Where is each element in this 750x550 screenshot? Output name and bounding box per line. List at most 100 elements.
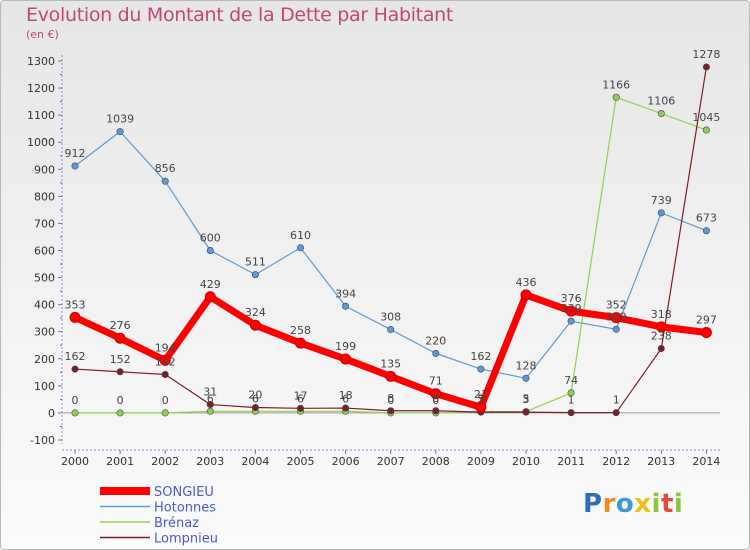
data-label: 436	[516, 276, 537, 289]
data-label: 394	[335, 287, 356, 300]
data-point	[565, 305, 577, 317]
data-point	[206, 247, 214, 255]
legend-label: Lompnieu	[154, 532, 218, 547]
data-label: 429	[200, 278, 221, 291]
data-label: 511	[245, 256, 266, 269]
x-tick-label: 2000	[61, 455, 89, 468]
data-label: 912	[65, 147, 86, 160]
data-label: 5	[477, 393, 484, 406]
data-point	[657, 209, 665, 217]
x-tick-label: 2011	[557, 455, 585, 468]
y-tick-label: 200	[34, 353, 55, 366]
x-tick-label: 2002	[151, 455, 179, 468]
data-label: 3	[523, 393, 530, 406]
data-point	[612, 93, 620, 101]
data-point	[116, 409, 124, 417]
data-label: 1166	[602, 78, 630, 91]
data-point	[116, 128, 124, 136]
logo-letter: r	[602, 489, 616, 519]
y-tick-label: 300	[34, 326, 55, 339]
data-label: 8	[387, 392, 394, 405]
y-tick-label: 600	[34, 245, 55, 258]
chart-subtitle: (en €)	[26, 28, 59, 41]
data-point	[342, 302, 350, 310]
data-label: 376	[561, 292, 582, 305]
data-point	[385, 370, 397, 382]
data-point	[520, 289, 532, 301]
x-tick-label: 2004	[241, 455, 269, 468]
data-label: 339	[561, 302, 582, 315]
data-point	[610, 312, 622, 324]
data-label: 162	[470, 350, 491, 363]
x-tick-label: 2007	[377, 455, 405, 468]
y-tick-label: 1300	[27, 55, 55, 68]
data-point	[296, 244, 304, 252]
y-tick-label: 500	[34, 272, 55, 285]
x-tick-label: 2008	[422, 455, 450, 468]
x-tick-label: 2003	[196, 455, 224, 468]
data-label: 31	[203, 386, 217, 399]
data-point	[251, 404, 259, 412]
data-point	[206, 401, 214, 409]
x-tick-label: 2013	[647, 455, 675, 468]
data-label: 162	[65, 350, 86, 363]
data-point	[477, 365, 485, 373]
data-label: 1278	[692, 48, 720, 61]
y-tick-label: 1000	[27, 136, 55, 149]
data-point	[430, 388, 442, 400]
data-label: 0	[387, 394, 394, 407]
data-label: 318	[651, 308, 672, 321]
data-label: 0	[72, 394, 79, 407]
data-point	[657, 110, 665, 118]
y-tick-label: 0	[48, 407, 55, 420]
y-tick-label: 700	[34, 217, 55, 230]
proxiti-logo: Proxiti	[583, 489, 683, 519]
data-label: 1039	[106, 113, 134, 126]
y-tick-label: 1200	[27, 82, 55, 95]
data-point	[340, 353, 352, 365]
data-point	[161, 409, 169, 417]
data-label: 1	[568, 394, 575, 407]
data-label: 8	[432, 392, 439, 405]
data-label: 1106	[647, 95, 675, 108]
data-label: 276	[110, 319, 131, 332]
data-point	[69, 311, 81, 323]
data-label: 1	[613, 394, 620, 407]
legend-label: Brénaz	[154, 516, 199, 531]
logo-letter: t	[660, 489, 674, 519]
data-point	[702, 63, 710, 71]
data-point	[116, 368, 124, 376]
data-label: 194	[155, 341, 176, 354]
data-point	[612, 409, 620, 417]
data-label: 673	[696, 212, 717, 225]
data-label: 353	[65, 298, 86, 311]
data-label: 20	[248, 389, 262, 402]
data-point	[342, 404, 350, 412]
data-point	[206, 407, 214, 415]
x-tick-label: 2010	[512, 455, 540, 468]
data-point	[475, 401, 487, 413]
data-point	[567, 317, 575, 325]
data-label: 220	[425, 334, 446, 347]
x-tick-label: 2001	[106, 455, 134, 468]
data-point	[159, 354, 171, 366]
data-label: 71	[429, 375, 443, 388]
data-label: 6	[342, 392, 349, 405]
data-point	[432, 349, 440, 357]
data-point	[567, 409, 575, 417]
data-label: 856	[155, 162, 176, 175]
data-label: 5	[523, 393, 530, 406]
logo-letter: i	[651, 489, 661, 519]
data-point	[161, 177, 169, 185]
data-point	[522, 374, 530, 382]
data-label: 600	[200, 232, 221, 245]
data-point	[567, 389, 575, 397]
data-point	[387, 326, 395, 334]
data-label: 324	[245, 306, 266, 319]
data-label: 297	[696, 314, 717, 327]
data-label: 74	[564, 374, 578, 387]
data-point	[296, 404, 304, 412]
data-point	[387, 407, 395, 415]
data-label: 238	[651, 329, 672, 342]
y-tick-label: 400	[34, 299, 55, 312]
